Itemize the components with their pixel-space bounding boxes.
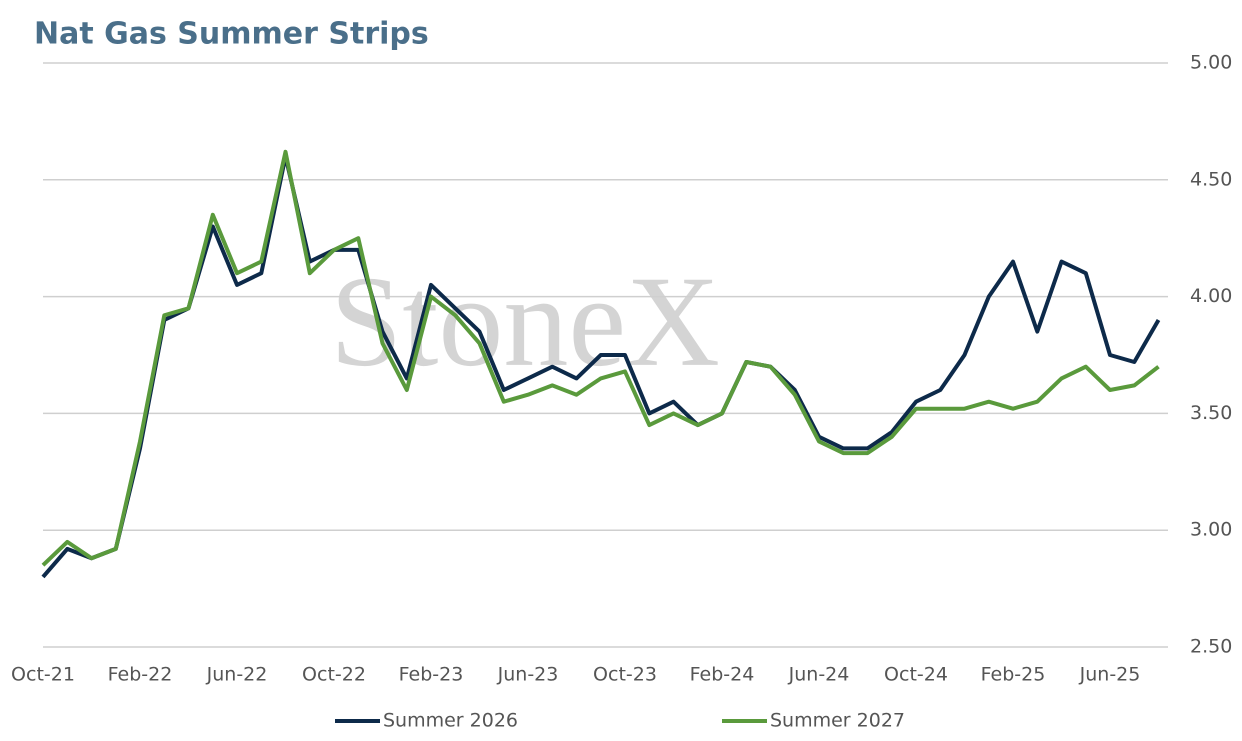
x-tick-label: Feb-22: [108, 664, 173, 686]
x-tick-label: Oct-24: [884, 664, 948, 686]
x-tick-label: Feb-25: [981, 664, 1046, 686]
x-tick-label: Oct-21: [11, 664, 75, 686]
y-tick-label: 4.50: [1190, 168, 1232, 190]
chart-title: Nat Gas Summer Strips: [34, 17, 429, 52]
x-tick-label: Jun-24: [788, 664, 850, 686]
legend-label: Summer 2026: [383, 710, 518, 732]
y-tick-label: 4.00: [1190, 285, 1232, 307]
x-tick-label: Feb-23: [399, 664, 464, 686]
series-line: [41, 154, 1161, 579]
y-tick-label: 2.50: [1190, 636, 1232, 658]
x-tick-label: Jun-25: [1079, 664, 1141, 686]
x-tick-label: Oct-23: [593, 664, 657, 686]
x-tick-label: Jun-22: [206, 664, 268, 686]
y-tick-label: 3.50: [1190, 402, 1232, 424]
x-tick-label: Feb-24: [690, 664, 755, 686]
y-tick-label: 5.00: [1190, 52, 1232, 74]
series-line: [41, 149, 1160, 567]
x-tick-label: Oct-22: [302, 664, 366, 686]
y-tick-label: 3.00: [1190, 519, 1232, 541]
legend-label: Summer 2027: [770, 710, 905, 732]
watermark: StoneX: [330, 250, 720, 394]
x-tick-label: Jun-23: [497, 664, 559, 686]
